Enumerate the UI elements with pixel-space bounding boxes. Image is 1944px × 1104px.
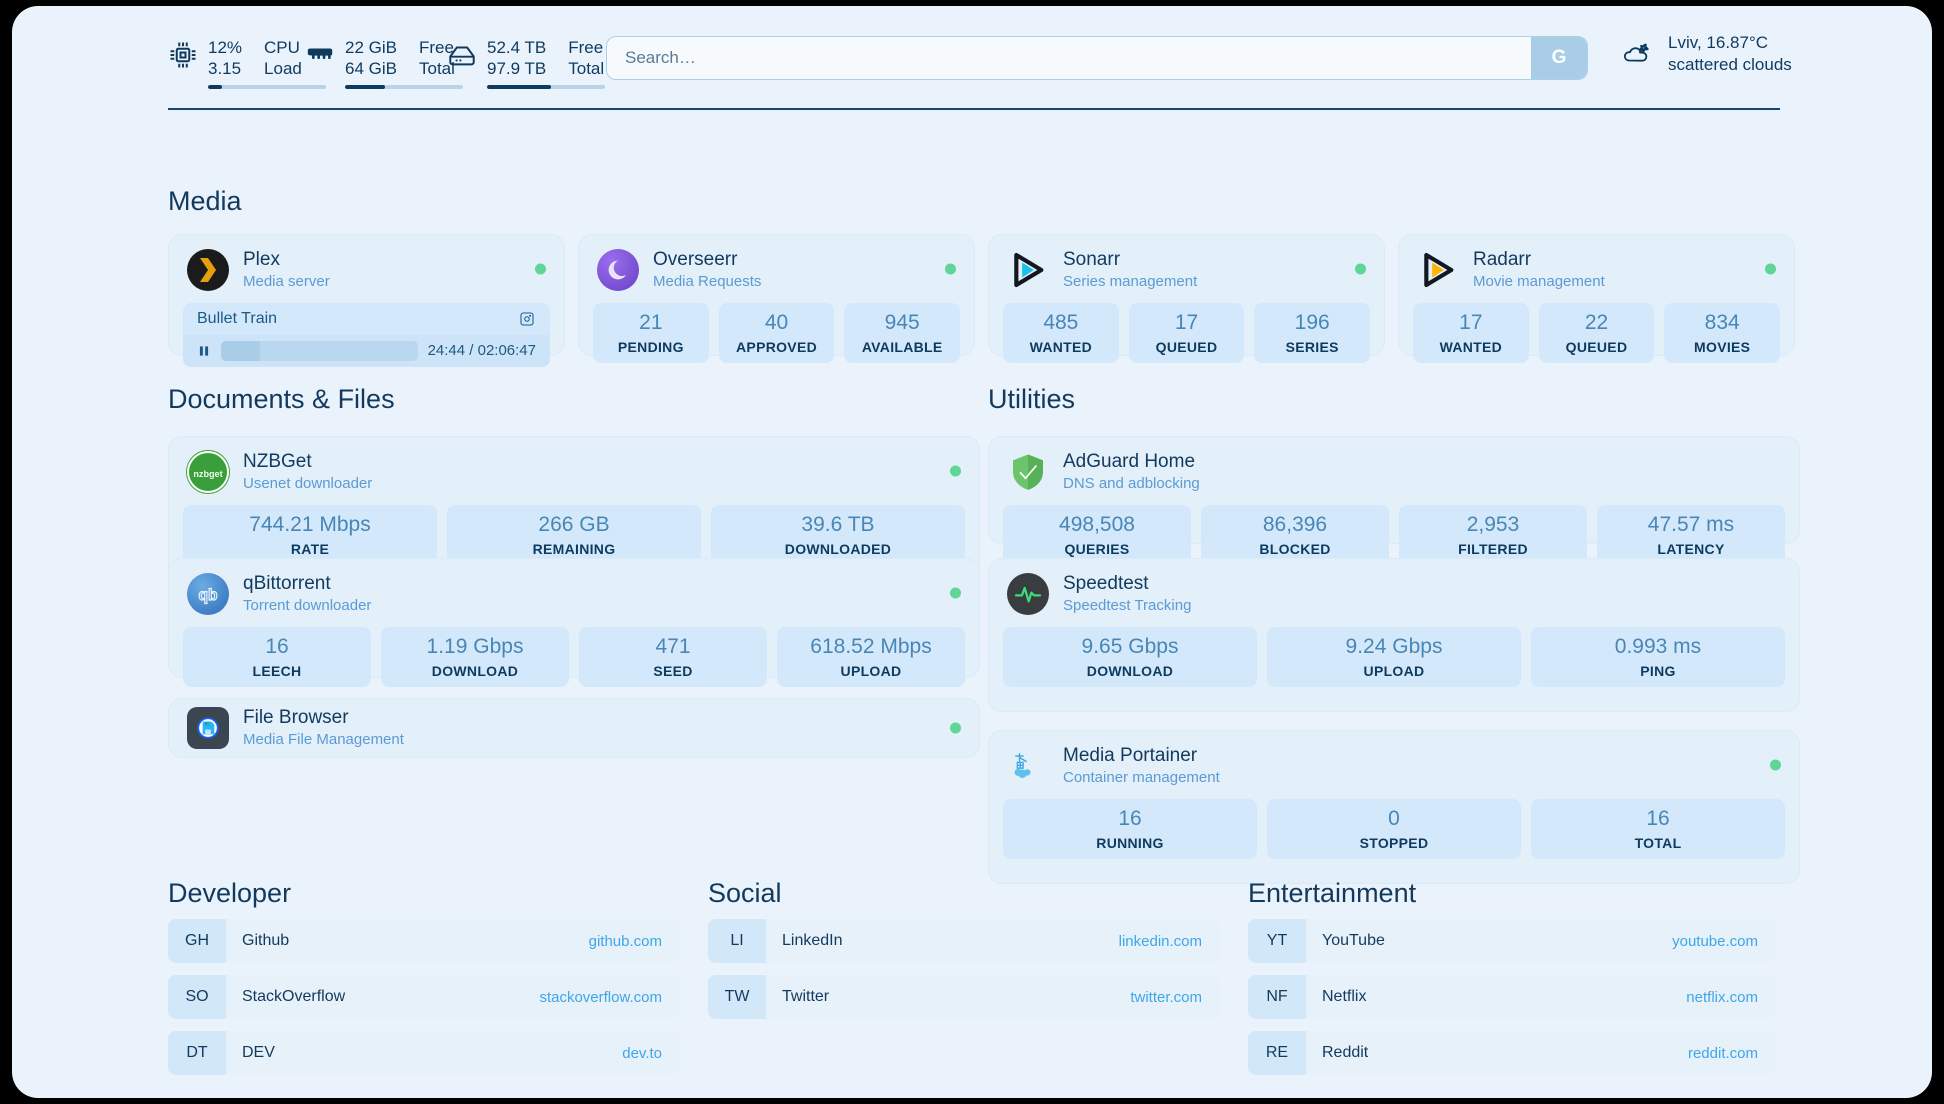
svg-text:nzbget: nzbget <box>193 469 222 479</box>
svg-text:qb: qb <box>198 587 217 604</box>
